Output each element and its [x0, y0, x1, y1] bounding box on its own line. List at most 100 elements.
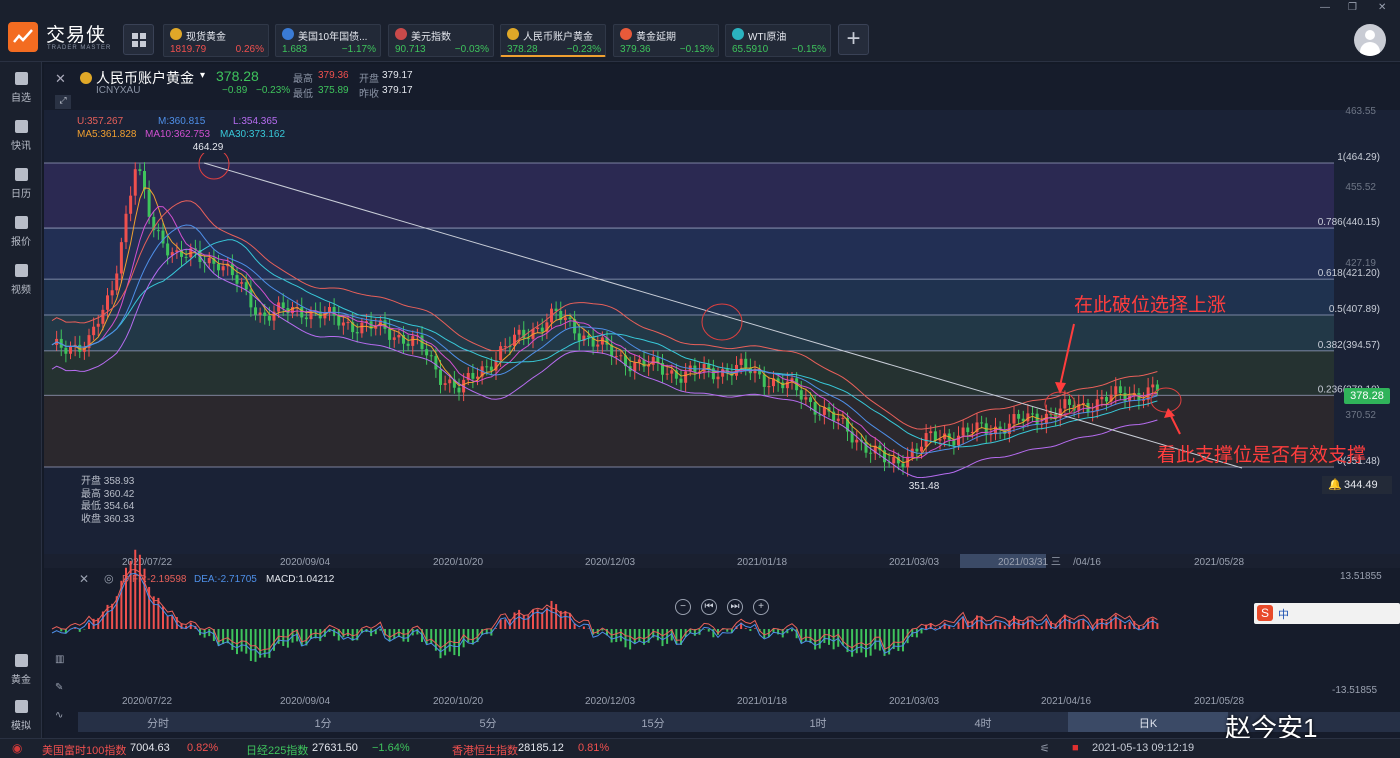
candle-body: [790, 378, 794, 382]
close-chart-icon[interactable]: ✕: [55, 71, 66, 86]
right-axis-label: 455.52: [1345, 182, 1376, 193]
close-macd-icon[interactable]: ✕: [79, 572, 90, 586]
candle-body: [101, 309, 105, 324]
ticker-price: 1.683: [282, 44, 308, 55]
candle-body: [711, 368, 715, 380]
sidebar-item-4[interactable]: 视频: [0, 264, 42, 296]
candle-body: [406, 343, 410, 346]
candle-body: [910, 448, 914, 457]
timeframe-3[interactable]: 15分: [641, 718, 665, 730]
status-index-name: 美国富时100指数: [42, 745, 127, 757]
ime-toolbar[interactable]: S 中: [1254, 603, 1400, 624]
fib-label: 0(351.48): [1337, 456, 1380, 467]
candle-body: [1086, 402, 1090, 413]
status-datetime: 2021-05-13 09:12:19: [1092, 742, 1195, 754]
candle-body: [526, 338, 530, 340]
candle-body: [753, 368, 757, 374]
wallet-icon: [14, 700, 28, 713]
candle-body: [878, 445, 882, 451]
ticker-tab-0[interactable]: 现货黄金 1819.79 0.26%: [163, 24, 269, 57]
candle-body: [832, 411, 836, 421]
candle-body: [180, 250, 183, 257]
instrument-name[interactable]: 人民币账户黄金: [96, 70, 194, 86]
candle-body: [499, 346, 503, 361]
timeframe-1[interactable]: 1分: [314, 718, 332, 730]
draw-tool-icon[interactable]: ⤢: [55, 95, 71, 109]
ticker-tab-1[interactable]: 美国10年国债... 1.683 −1.17%: [275, 24, 381, 57]
wave-tool-icon[interactable]: ∿: [55, 710, 64, 721]
instrument-dropdown-icon[interactable]: ▾: [200, 70, 206, 81]
candle-body: [966, 427, 970, 433]
macd-x-axis-label: 2020/12/03: [585, 696, 635, 707]
ticker-tab-4[interactable]: 黄金延期 379.36 −0.13%: [613, 24, 719, 57]
close-window-icon[interactable]: ✕: [1378, 2, 1387, 13]
right-axis-label: 427.19: [1345, 258, 1376, 269]
boll-upper-line: [51, 200, 1158, 430]
timeframe-2[interactable]: 5分: [479, 718, 497, 730]
pen-tool-icon[interactable]: ✎: [55, 682, 64, 693]
candle-body: [1021, 418, 1025, 422]
chart-area[interactable]: 1(464.29) 0.786(440.15) 0.618(421.20) 0.5(4…: [44, 64, 1400, 738]
scroll-end-button[interactable]: ⏭: [727, 599, 743, 615]
price-chart[interactable]: 1(464.29) 0.786(440.15) 0.618(421.20) 0.5(4…: [44, 64, 1400, 738]
candle-body: [915, 448, 919, 452]
ticker-tab-2[interactable]: 美元指数 90.713 −0.03%: [388, 24, 494, 57]
candle-body: [138, 169, 142, 172]
grid-layout-button[interactable]: [123, 24, 154, 55]
scroll-start-button[interactable]: ⏮: [701, 599, 717, 615]
zoom-out-button[interactable]: −: [675, 599, 691, 615]
fib-band: [44, 228, 1334, 280]
status-index-name: 日经225指数: [246, 745, 309, 757]
candle-body: [818, 414, 822, 416]
macd-settings-icon[interactable]: ◎: [104, 573, 114, 585]
user-avatar[interactable]: [1354, 24, 1386, 56]
sidebar-item-0[interactable]: 自选: [0, 72, 42, 104]
sidebar-item-1[interactable]: 快讯: [0, 120, 42, 152]
candle-body: [147, 189, 151, 217]
candle-body: [813, 402, 817, 415]
timeframe-0[interactable]: 分时: [147, 718, 169, 730]
macd-x-axis-label: 2021/05/28: [1194, 696, 1244, 707]
support-circle: [1150, 387, 1182, 413]
high-marker-bg: [186, 139, 230, 153]
timeframe-5[interactable]: 4时: [974, 718, 992, 730]
macd-value: MACD:1.04212: [266, 574, 335, 585]
candle-body: [466, 372, 470, 380]
add-ticker-button[interactable]: +: [838, 24, 869, 55]
ohlc-box: 开盘 358.93 最高 360.42 最低 354.64 收盘 360.33: [81, 476, 134, 526]
candle-body: [896, 457, 900, 464]
diff-line: [51, 569, 1158, 652]
logo-icon: [8, 22, 38, 52]
sidebar-item-label: 黄金: [11, 675, 31, 686]
sidebar-item-6[interactable]: 模拟: [0, 700, 42, 732]
candle-body: [920, 446, 923, 452]
boll-mid-line: [51, 224, 1158, 454]
candle-body: [540, 327, 544, 332]
timeframe-6[interactable]: 日K: [1068, 712, 1228, 732]
dea-line: [51, 573, 1158, 656]
timeframe-4[interactable]: 1时: [809, 718, 827, 730]
candle-body: [471, 372, 475, 379]
candle-body: [291, 307, 294, 314]
ime-mode[interactable]: 中: [1278, 609, 1289, 621]
indicator-tool-icon[interactable]: ▥: [55, 654, 65, 665]
candle-body: [855, 439, 859, 443]
low-value: 375.89: [318, 85, 349, 96]
x-axis-label: 2020/10/20: [433, 557, 483, 568]
ticker-tab-5[interactable]: WTI原油 65.5910 −0.15%: [725, 24, 831, 57]
minimize-icon[interactable]: —: [1320, 2, 1330, 13]
ticker-tab-3[interactable]: 人民币账户黄金 378.28 −0.23%: [500, 24, 606, 57]
zoom-in-button[interactable]: +: [753, 599, 769, 615]
sidebar-item-5[interactable]: 黄金: [0, 654, 42, 686]
bell-icon[interactable]: 🔔: [1328, 479, 1342, 491]
x-axis-label: 2020/12/03: [585, 557, 635, 568]
top-bar: 交易侠 TRADER MASTER 现货黄金 1819.79 0.26% 美国1…: [0, 0, 1400, 62]
boll-mid: M:360.815: [158, 116, 206, 127]
restore-icon[interactable]: ❐: [1348, 2, 1357, 13]
candle-body: [152, 216, 156, 231]
sidebar-item-2[interactable]: 日历: [0, 168, 42, 200]
sidebar-item-3[interactable]: 报价: [0, 216, 42, 248]
fib-label: 0.5(407.89): [1329, 304, 1380, 315]
candle-body: [1142, 399, 1145, 401]
candle-body: [804, 397, 808, 400]
